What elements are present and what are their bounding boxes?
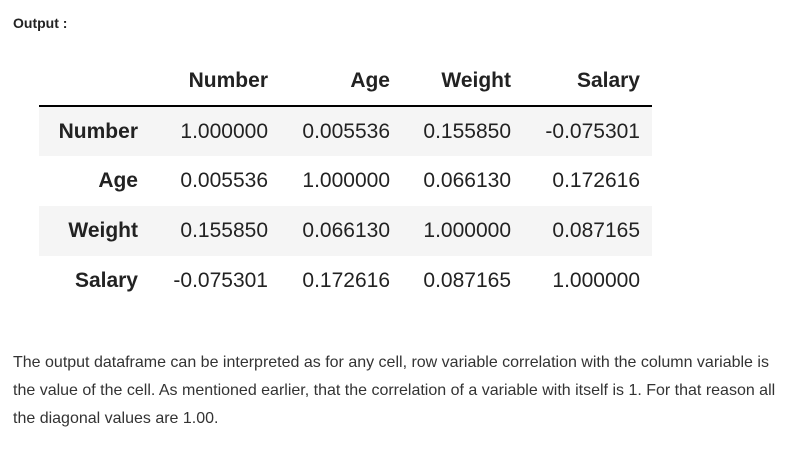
- table-row: Weight 0.155850 0.066130 1.000000 0.0871…: [39, 206, 652, 256]
- table-cell: 0.087165: [552, 219, 640, 242]
- table-header-row: Number Age Weight Salary: [39, 56, 652, 107]
- row-label: Weight: [68, 219, 138, 242]
- table-cell: 0.005536: [180, 169, 268, 192]
- table-cell: 1.000000: [423, 219, 511, 242]
- table-cell: 0.155850: [180, 219, 268, 242]
- table-cell: 1.000000: [302, 169, 390, 192]
- column-header: Age: [280, 56, 402, 107]
- correlation-table: Number Age Weight Salary Number 1.000000…: [39, 56, 652, 306]
- explanation-paragraph: The output dataframe can be interpreted …: [13, 354, 776, 427]
- table-cell: -0.075301: [545, 119, 640, 143]
- row-label: Number: [58, 119, 138, 143]
- table-cell: -0.075301: [173, 269, 268, 292]
- output-label: Output :: [13, 15, 68, 31]
- table-cell: 0.005536: [302, 119, 390, 143]
- table-cell: 1.000000: [552, 269, 640, 292]
- column-header: Salary: [524, 56, 652, 107]
- table-cell: 0.087165: [423, 269, 511, 292]
- column-header: Number: [151, 56, 280, 107]
- table-cell: 1.000000: [180, 119, 268, 143]
- table-row: Salary -0.075301 0.172616 0.087165 1.000…: [39, 256, 652, 306]
- table-row: Age 0.005536 1.000000 0.066130 0.172616: [39, 156, 652, 206]
- row-label: Salary: [74, 269, 138, 292]
- table-cell: 0.066130: [302, 219, 390, 242]
- table-row: Number 1.000000 0.005536 0.155850 -0.075…: [39, 106, 652, 156]
- row-label: Age: [98, 169, 138, 192]
- table-cell: 0.066130: [423, 169, 511, 192]
- column-header: Weight: [402, 56, 524, 107]
- table-cell: 0.155850: [423, 119, 511, 143]
- index-header-cell: [39, 56, 151, 107]
- table-cell: 0.172616: [552, 169, 640, 192]
- table-cell: 0.172616: [302, 269, 390, 292]
